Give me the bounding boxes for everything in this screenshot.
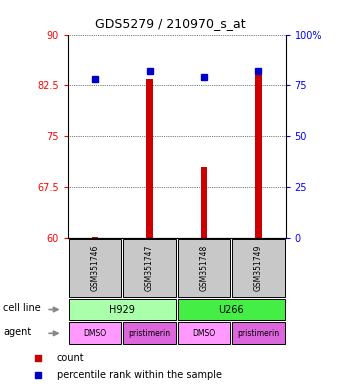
Bar bbox=[69, 239, 121, 297]
Text: pristimerin: pristimerin bbox=[129, 329, 171, 338]
Bar bbox=[146, 79, 153, 238]
Text: cell line: cell line bbox=[3, 303, 41, 313]
Bar bbox=[92, 237, 99, 238]
Text: GSM351748: GSM351748 bbox=[200, 245, 208, 291]
Text: GSM351747: GSM351747 bbox=[145, 245, 154, 291]
Bar bbox=[123, 239, 176, 297]
Text: GSM351749: GSM351749 bbox=[254, 245, 263, 291]
Bar bbox=[178, 322, 230, 344]
Bar bbox=[69, 322, 121, 344]
Bar bbox=[201, 167, 207, 238]
Text: DMSO: DMSO bbox=[192, 329, 216, 338]
Bar bbox=[232, 239, 285, 297]
Bar bbox=[232, 322, 285, 344]
Text: H929: H929 bbox=[109, 305, 135, 314]
Text: count: count bbox=[57, 353, 84, 363]
Text: U266: U266 bbox=[218, 305, 244, 314]
Text: GDS5279 / 210970_s_at: GDS5279 / 210970_s_at bbox=[95, 17, 245, 30]
Text: pristimerin: pristimerin bbox=[237, 329, 279, 338]
Bar bbox=[255, 75, 262, 238]
Bar bbox=[123, 322, 176, 344]
Text: GSM351746: GSM351746 bbox=[91, 245, 100, 291]
Text: percentile rank within the sample: percentile rank within the sample bbox=[57, 370, 222, 380]
Text: DMSO: DMSO bbox=[84, 329, 107, 338]
Bar bbox=[178, 298, 285, 321]
Bar bbox=[69, 298, 176, 321]
Bar bbox=[178, 239, 230, 297]
Text: agent: agent bbox=[3, 327, 32, 337]
